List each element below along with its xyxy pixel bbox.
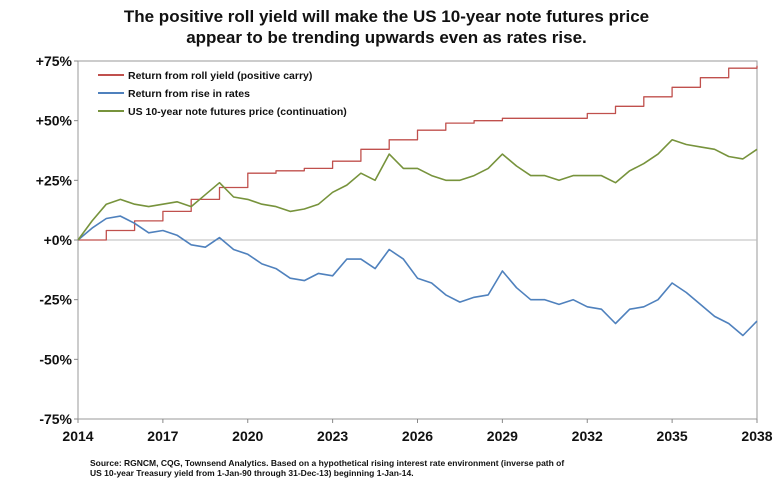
legend-label-1: Return from roll yield (positive carry) [128,70,312,82]
series-line-3 [77,139,758,241]
y-tick-label: -25% [39,292,72,308]
x-tick-label: 2035 [657,428,688,444]
x-tick-label: 2014 [62,428,93,444]
series-layer [77,65,758,337]
x-tick-label: 2032 [572,428,603,444]
y-tick-label: -50% [39,351,72,367]
legend-label-3: US 10-year note futures price (continuat… [128,106,347,118]
x-tick-label: 2038 [741,428,772,444]
y-tick-label: +0% [44,232,73,248]
x-tick-label: 2020 [232,428,263,444]
x-tick-label: 2017 [147,428,178,444]
chart-title: The positive roll yield will make the US… [0,6,773,48]
y-tick-label: +50% [36,113,73,129]
y-tick-label: +75% [36,53,73,69]
axes: +75% +50% +25% +0% -25% -50% -75%2014 2017 2020 2… [36,53,773,444]
x-tick-label: 2023 [317,428,348,444]
y-tick-label: +25% [36,172,73,188]
legend-label-2: Return from rise in rates [128,88,250,100]
chart-title-line-1: The positive roll yield will make the US… [123,7,650,26]
y-tick-label: -75% [39,411,72,427]
x-tick-label: 2029 [487,428,518,444]
x-tick-label: 2026 [402,428,433,444]
legend: Return from roll yield (positive carry) R… [98,70,347,118]
source-note-line-1: Source: RGNCM, CQG, Townsend Analytics. … [90,458,565,468]
source-note-line-2: US 10-year Treasury yield from 1-Jan-90 … [90,468,414,478]
series-line-2 [77,215,758,337]
source-note: Source: RGNCM, CQG, Townsend Analytics. … [90,458,730,478]
series-line-1 [78,65,758,241]
chart-title-line-2: appear to be trending upwards even as ra… [186,28,587,47]
